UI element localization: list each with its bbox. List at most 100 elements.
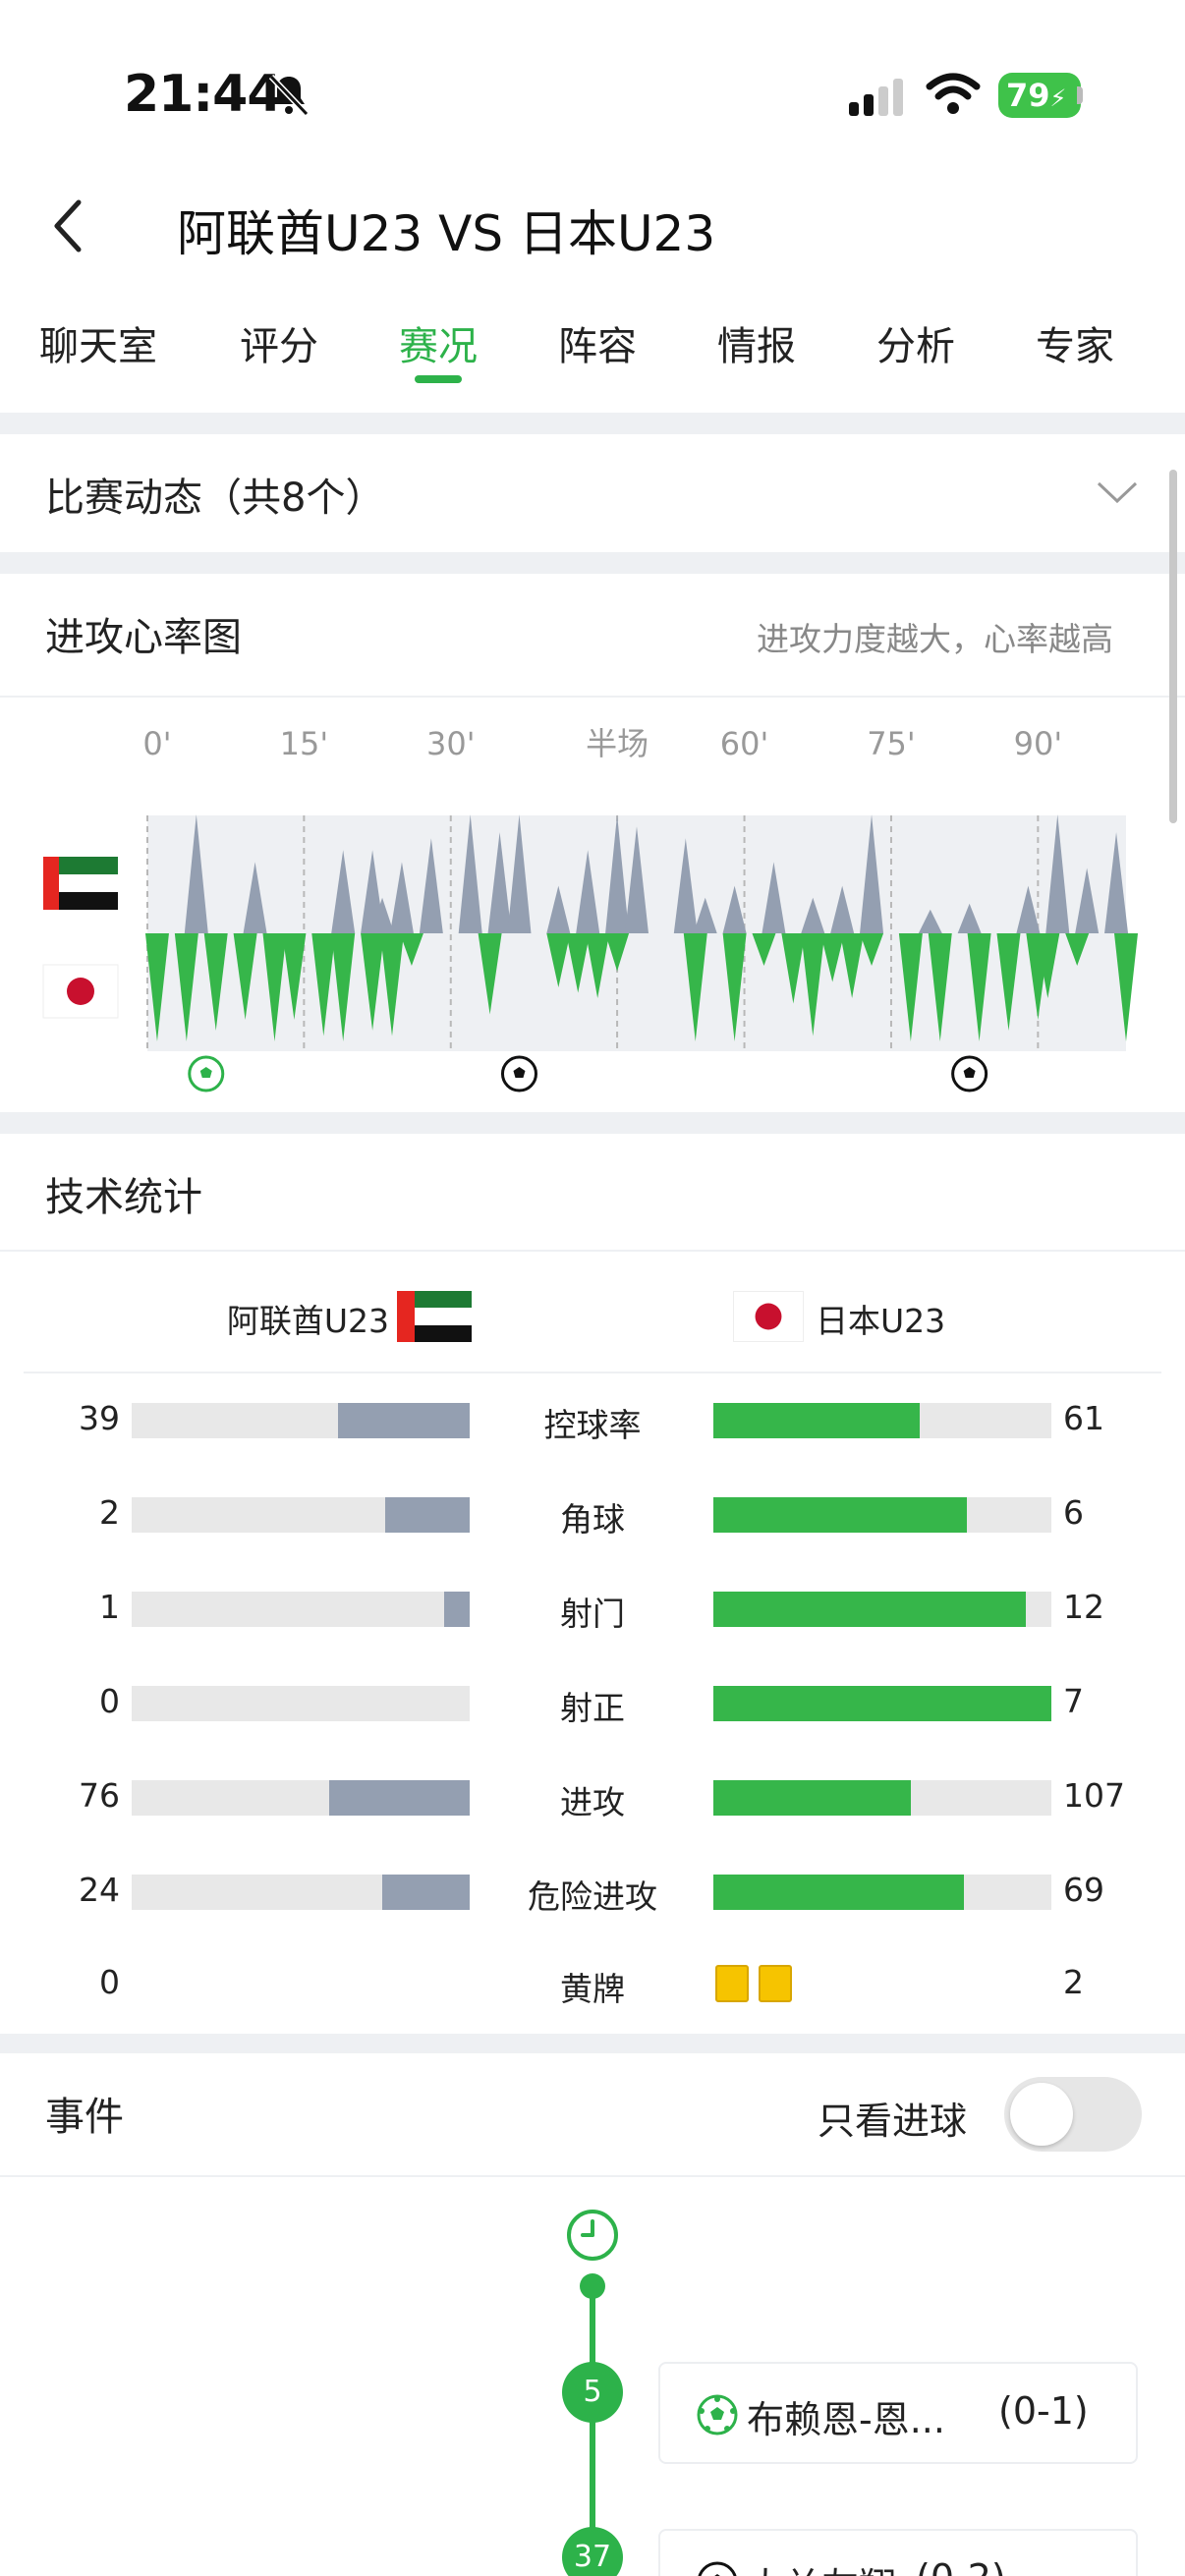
japan-flag-icon: [733, 1291, 804, 1342]
tab-lineup[interactable]: 阵容: [558, 324, 637, 369]
chart-peak: [1075, 868, 1100, 933]
chart-peak: [967, 933, 991, 1041]
event-player: 布赖恩-恩...: [747, 2398, 945, 2441]
chart-peak: [361, 933, 385, 1031]
stat-home-bar: [132, 1592, 470, 1627]
tab-intel[interactable]: 情报: [717, 324, 796, 369]
uae-flag-icon: [43, 857, 118, 910]
event-player: 大关友翔: [747, 2556, 896, 2576]
chart-peak: [722, 885, 747, 933]
stat-home-value: 0: [99, 1963, 120, 2001]
stat-away-bar-fill: [713, 1497, 967, 1533]
uae-flag-icon: [397, 1291, 472, 1342]
stat-home-bar-fill: [382, 1875, 470, 1910]
stat-home-value: 39: [79, 1399, 120, 1437]
chart-peak: [566, 933, 591, 993]
match-dynamics-row[interactable]: 比赛动态（共8个）: [0, 434, 1185, 552]
stat-away-bar-fill: [713, 1403, 920, 1438]
chart-peak: [673, 838, 698, 933]
chart-peak: [605, 814, 630, 933]
chart-tick-label: 15': [280, 725, 329, 762]
stat-away-bar: [713, 1497, 1051, 1533]
chart-tick-label: 75': [867, 725, 916, 762]
stat-away-bar: [713, 1403, 1051, 1438]
stat-row: 39 控球率 61: [0, 1391, 1185, 1450]
tab-expert[interactable]: 专家: [1036, 324, 1114, 369]
chart-peak: [801, 933, 825, 1036]
stat-row: 0 射正 7: [0, 1674, 1185, 1733]
yellow-card-icon: [715, 1965, 749, 2002]
chart-peak: [840, 933, 865, 998]
chart-peak: [174, 933, 198, 1041]
status-time: 21:44: [124, 65, 283, 124]
chart-peak: [830, 885, 855, 933]
back-arrow-icon[interactable]: [45, 196, 94, 255]
goals-only-label: 只看进球: [818, 2100, 968, 2143]
stat-name: 进攻: [560, 1783, 625, 1821]
section-separator: [0, 2034, 1185, 2053]
page-title: 阿联酋U23 VS 日本U23: [177, 205, 716, 262]
chart-peak: [1016, 885, 1041, 933]
chart-peak: [605, 933, 630, 972]
chart-peak: [144, 933, 169, 1041]
tab-rating[interactable]: 评分: [240, 324, 318, 369]
battery-indicator: 79⚡: [998, 73, 1081, 118]
chart-tick-label: 0': [142, 725, 171, 762]
chart-peak: [762, 862, 786, 933]
chart-tick-label: 30': [426, 725, 476, 762]
attack-chart-title: 进攻心率图: [45, 615, 242, 660]
stat-row: 24 危险进攻 69: [0, 1863, 1185, 1922]
event-card[interactable]: 大关友翔 (0-2): [658, 2529, 1138, 2576]
tab-analysis[interactable]: 分析: [876, 324, 955, 369]
stat-home-bar-fill: [385, 1497, 470, 1533]
event-minute-badge: 37: [562, 2527, 623, 2576]
chart-peak: [282, 933, 307, 1020]
tab-live[interactable]: 赛况: [399, 324, 478, 369]
stat-name: 危险进攻: [528, 1877, 657, 1916]
section-separator: [0, 552, 1185, 574]
header: 阿联酋U23 VS 日本U23: [0, 177, 1185, 275]
chart-peak: [820, 933, 845, 982]
goal-ball-pattern: [199, 1067, 212, 1078]
chart-peak: [389, 862, 414, 933]
chart-peak: [370, 897, 395, 933]
chart-peak: [203, 933, 228, 1031]
stat-home-bar-fill: [329, 1780, 470, 1816]
chart-tick-label: 半场: [586, 725, 649, 762]
chart-peak: [546, 933, 571, 987]
scrollbar[interactable]: [1169, 470, 1177, 823]
stat-name: 黄牌: [560, 1970, 625, 2008]
divider: [0, 2175, 1185, 2177]
chart-peak: [419, 838, 443, 933]
chart-peak: [722, 933, 747, 1041]
toggle-knob: [1010, 2083, 1073, 2146]
event-card[interactable]: 布赖恩-恩... (0-1): [658, 2362, 1138, 2464]
events-title: 事件: [45, 2095, 124, 2140]
stat-away-value: 107: [1063, 1776, 1125, 1815]
stat-away-bar-fill: [713, 1780, 912, 1816]
stat-away-value: 61: [1063, 1399, 1104, 1437]
bell-muted-icon: [268, 74, 310, 117]
goals-only-toggle[interactable]: [1004, 2077, 1142, 2152]
wifi-icon: [926, 73, 981, 114]
tab-chatroom[interactable]: 聊天室: [39, 324, 157, 369]
chart-peak: [928, 933, 952, 1041]
stat-home-bar: [132, 1403, 470, 1438]
status-bar: 21:44 79⚡: [0, 0, 1185, 167]
active-tab-indicator: [415, 375, 462, 383]
chart-peak: [184, 814, 208, 933]
chart-peak: [693, 897, 717, 933]
clock-icon: [567, 2210, 618, 2261]
stat-name: 角球: [560, 1500, 625, 1539]
stat-home-bar: [132, 1497, 470, 1533]
stat-away-bar-fill: [713, 1686, 1051, 1721]
goal-ball-icon: [698, 2561, 737, 2576]
chart-peak: [331, 933, 356, 1041]
chart-peak: [860, 814, 884, 933]
stat-home-value: 1: [99, 1588, 120, 1626]
event-score: (0-1): [998, 2389, 1089, 2433]
stat-away-bar: [713, 1875, 1051, 1910]
chart-peak: [1104, 832, 1129, 933]
stat-home-bar-fill: [443, 1592, 470, 1627]
chart-peak: [1114, 933, 1138, 1041]
